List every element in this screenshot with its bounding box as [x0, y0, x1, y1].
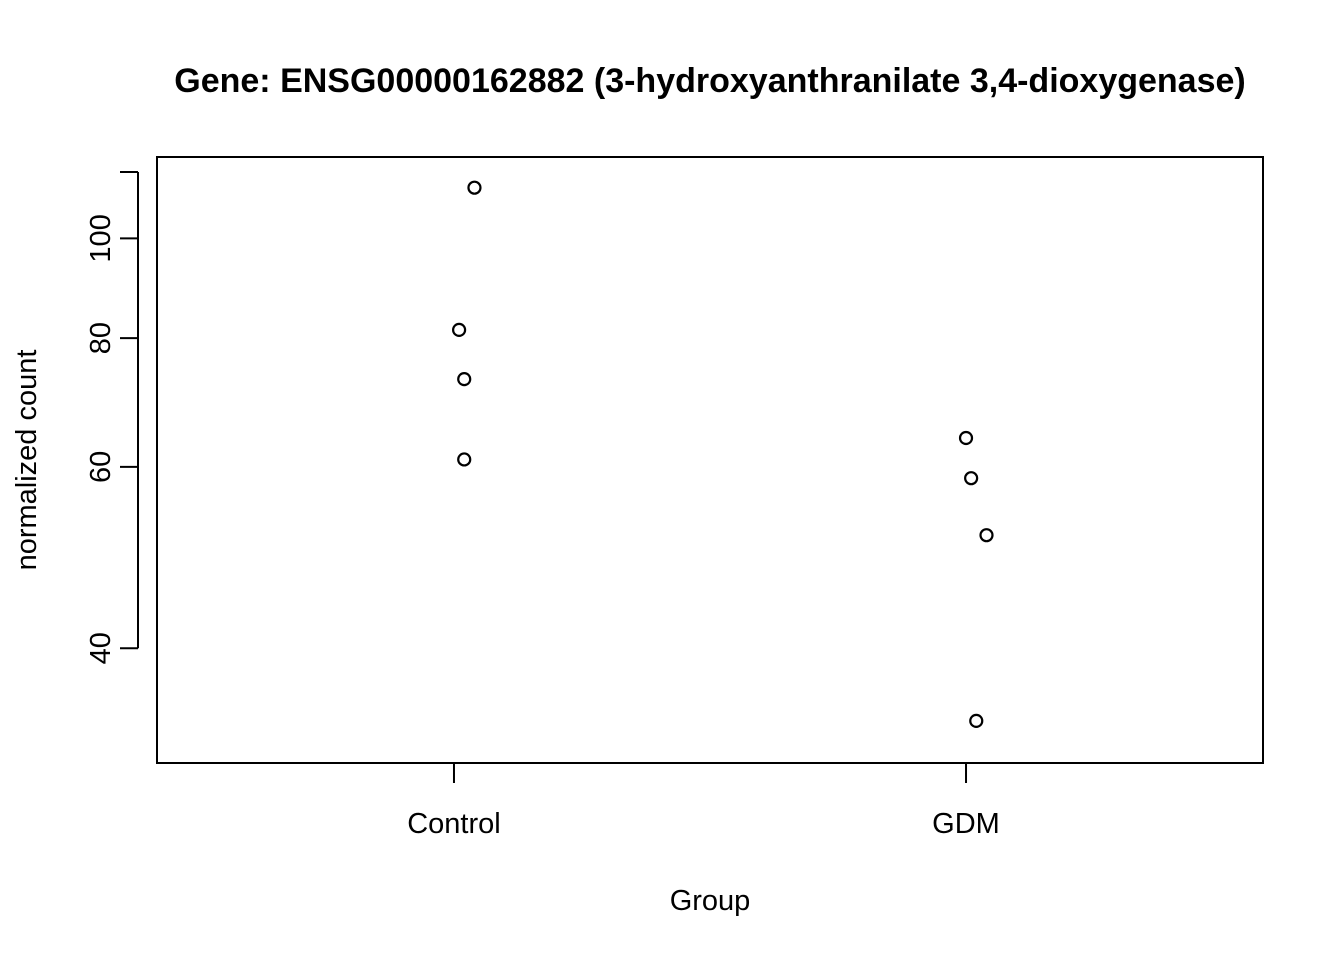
x-axis: Control GDM	[407, 763, 1000, 840]
data-point	[958, 430, 974, 446]
x-tick-label: Control	[407, 808, 501, 840]
data-point	[964, 471, 979, 486]
data-point	[457, 452, 472, 467]
y-tick-label: 60	[85, 451, 117, 483]
data-point	[457, 372, 472, 387]
y-tick-label: 100	[85, 214, 117, 262]
y-tick-label: 80	[85, 322, 117, 354]
data-point	[969, 713, 984, 728]
data-points	[452, 180, 994, 728]
chart-title: Gene: ENSG00000162882 (3-hydroxyanthrani…	[174, 62, 1245, 100]
x-tick-label: GDM	[932, 808, 1000, 840]
data-point	[467, 180, 482, 195]
y-axis-label: normalized count	[11, 350, 43, 571]
data-point	[452, 322, 467, 337]
y-tick-label: 40	[85, 632, 117, 664]
plot-frame	[156, 156, 1264, 764]
y-axis: 40 60 80 100	[85, 171, 139, 664]
data-point	[979, 528, 994, 543]
x-axis-label: Group	[670, 885, 751, 917]
